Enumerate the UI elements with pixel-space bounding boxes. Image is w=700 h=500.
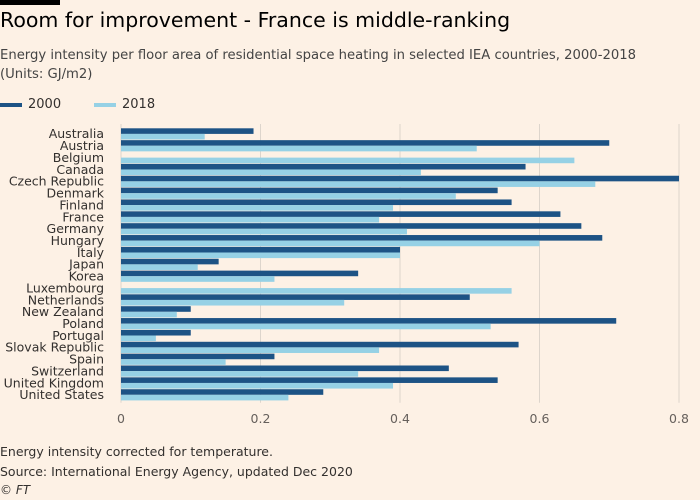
bar-2018 xyxy=(121,181,596,187)
category-label: Switzerland xyxy=(31,363,104,378)
category-label: Austria xyxy=(60,138,104,153)
bar-2018 xyxy=(121,240,540,247)
bar-2000 xyxy=(121,128,254,134)
bar-chart: 0 0.2 0.4 0.6 0.8 AustraliaAustriaBelgiumCana… xyxy=(4,124,689,426)
x-tick-label: 0 xyxy=(117,411,125,426)
bar-2000 xyxy=(121,294,470,300)
bar-2018 xyxy=(121,371,359,377)
category-label: United States xyxy=(19,387,104,402)
bar-2000 xyxy=(121,341,519,348)
category-label: Canada xyxy=(56,162,104,177)
bar-2000 xyxy=(121,306,191,312)
x-tick-label: 0.2 xyxy=(251,411,271,426)
category-label: Germany xyxy=(47,221,105,236)
bar-2018 xyxy=(121,359,226,365)
bar-2000 xyxy=(121,270,359,277)
bar-2018 xyxy=(121,216,380,223)
brand-top-rule xyxy=(0,0,60,5)
category-label: Spain xyxy=(69,352,104,367)
bar-2018 xyxy=(121,299,345,306)
category-label: Poland xyxy=(62,316,104,331)
bar-2018 xyxy=(121,145,477,152)
category-label: Japan xyxy=(68,257,104,272)
category-label: New Zealand xyxy=(22,304,104,319)
bar-2000 xyxy=(121,246,400,253)
legend-swatch-2018 xyxy=(94,103,116,107)
bar-2000 xyxy=(121,318,617,324)
bar-2018 xyxy=(121,205,394,211)
chart-subtitle: Energy intensity per floor area of resid… xyxy=(0,48,637,82)
bar-2018 xyxy=(121,169,421,176)
bar-2000 xyxy=(121,235,603,241)
bar-2000 xyxy=(121,223,582,229)
bar-2018 xyxy=(121,264,198,270)
legend-label-2000: 2000 xyxy=(28,97,62,112)
bar-2000 xyxy=(121,365,449,372)
x-tick-label: 0.6 xyxy=(530,411,550,426)
category-label: Slovak Republic xyxy=(5,340,104,355)
bar-2000 xyxy=(121,199,512,206)
bar-2000 xyxy=(121,258,219,265)
x-tick-label: 0.4 xyxy=(390,411,410,426)
bar-2000 xyxy=(121,353,275,360)
bar-2018 xyxy=(121,193,456,199)
bar-2000 xyxy=(121,377,498,383)
x-tick-label: 0.8 xyxy=(669,411,689,426)
bar-2000 xyxy=(121,187,498,194)
bar-2018 xyxy=(121,133,205,140)
bar-2000 xyxy=(121,389,324,395)
legend-swatch-2000 xyxy=(0,103,22,107)
category-label: Portugal xyxy=(52,328,104,343)
bar-2018 xyxy=(121,347,380,353)
bar-2018 xyxy=(121,276,275,282)
category-label: Netherlands xyxy=(28,292,104,307)
bar-2000 xyxy=(121,329,191,336)
chart-note: Energy intensity corrected for temperatu… xyxy=(0,444,273,459)
bar-2000 xyxy=(121,175,679,182)
category-label: Luxembourg xyxy=(26,280,104,295)
category-label: United Kingdom xyxy=(4,375,104,390)
category-label: Australia xyxy=(49,126,104,141)
bar-2018 xyxy=(121,323,491,330)
bar-2018 xyxy=(121,228,407,235)
category-label: Finland xyxy=(59,197,104,212)
category-label: France xyxy=(62,209,104,224)
category-label: Italy xyxy=(77,245,105,260)
category-label: Denmark xyxy=(47,186,105,201)
chart-title: Room for improvement - France is middle-… xyxy=(0,8,511,32)
bar-2018 xyxy=(121,394,289,401)
ft-credit: © FT xyxy=(0,483,31,497)
bar-2018 xyxy=(121,335,156,342)
bar-2018 xyxy=(121,382,394,389)
chart-source: Source: International Energy Agency, upd… xyxy=(0,464,353,479)
bar-2018 xyxy=(121,311,177,318)
category-label: Belgium xyxy=(53,150,104,165)
bar-2018 xyxy=(121,252,400,259)
category-label: Korea xyxy=(69,269,104,284)
bar-2000 xyxy=(121,211,561,217)
category-label: Czech Republic xyxy=(9,174,104,189)
bar-2018 xyxy=(121,288,512,294)
bar-2018 xyxy=(121,157,575,164)
category-label: Hungary xyxy=(51,233,105,248)
legend-label-2018: 2018 xyxy=(122,97,156,112)
bar-2000 xyxy=(121,163,526,170)
bar-2000 xyxy=(121,140,610,146)
